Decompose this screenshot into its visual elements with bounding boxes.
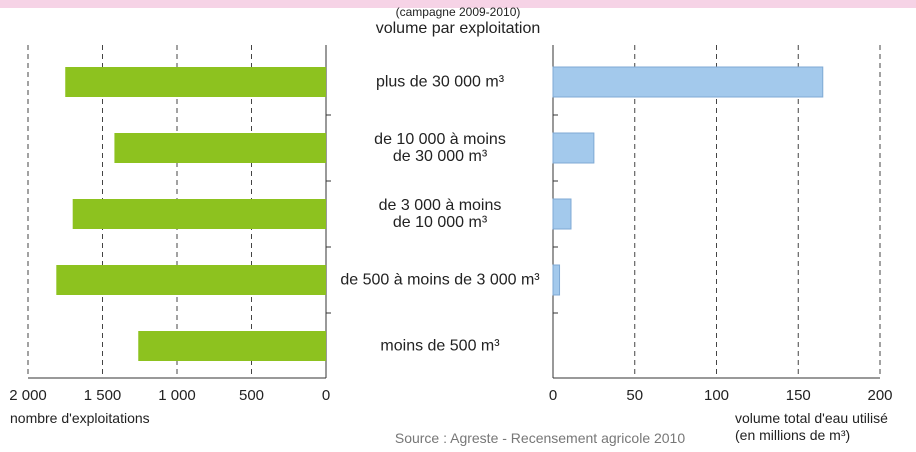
x-tick-label: 500 [239,387,264,404]
x-tick-label: 1 500 [84,387,122,404]
bar [114,133,326,163]
bar [552,66,824,98]
x-tick-label: 0 [549,387,557,404]
category-label: de 500 à moins de 3 000 m³ [340,271,540,289]
bar [56,265,327,295]
category-label: de 10 000 à moins de 30 000 m³ [374,131,506,165]
bar [72,199,326,229]
x-tick-label: 100 [704,387,729,404]
source-note: Source : Agreste - Recensement agricole … [394,430,686,446]
x-axis-label: volume total d'eau utilisé (en millions … [735,410,888,443]
category-label: moins de 500 m³ [380,337,500,355]
x-axis-label: nombre d'exploitations [10,410,150,426]
bar [138,331,326,361]
bar [552,198,572,230]
chart-subtitle: (campagne 2009-2010) [395,5,521,19]
x-tick-label: 200 [867,387,892,404]
category-label: plus de 30 000 m³ [375,73,505,91]
bar [552,264,561,296]
bar [65,67,326,97]
x-tick-label: 2 000 [9,387,47,404]
x-tick-label: 1 000 [158,387,196,404]
x-tick-label: 0 [322,387,330,404]
bar [552,132,595,164]
x-tick-label: 50 [626,387,643,404]
x-tick-label: 150 [786,387,811,404]
top-band [0,0,916,8]
chart-title: volume par exploitation [375,20,541,37]
category-label: de 3 000 à moins de 10 000 m³ [378,197,502,231]
